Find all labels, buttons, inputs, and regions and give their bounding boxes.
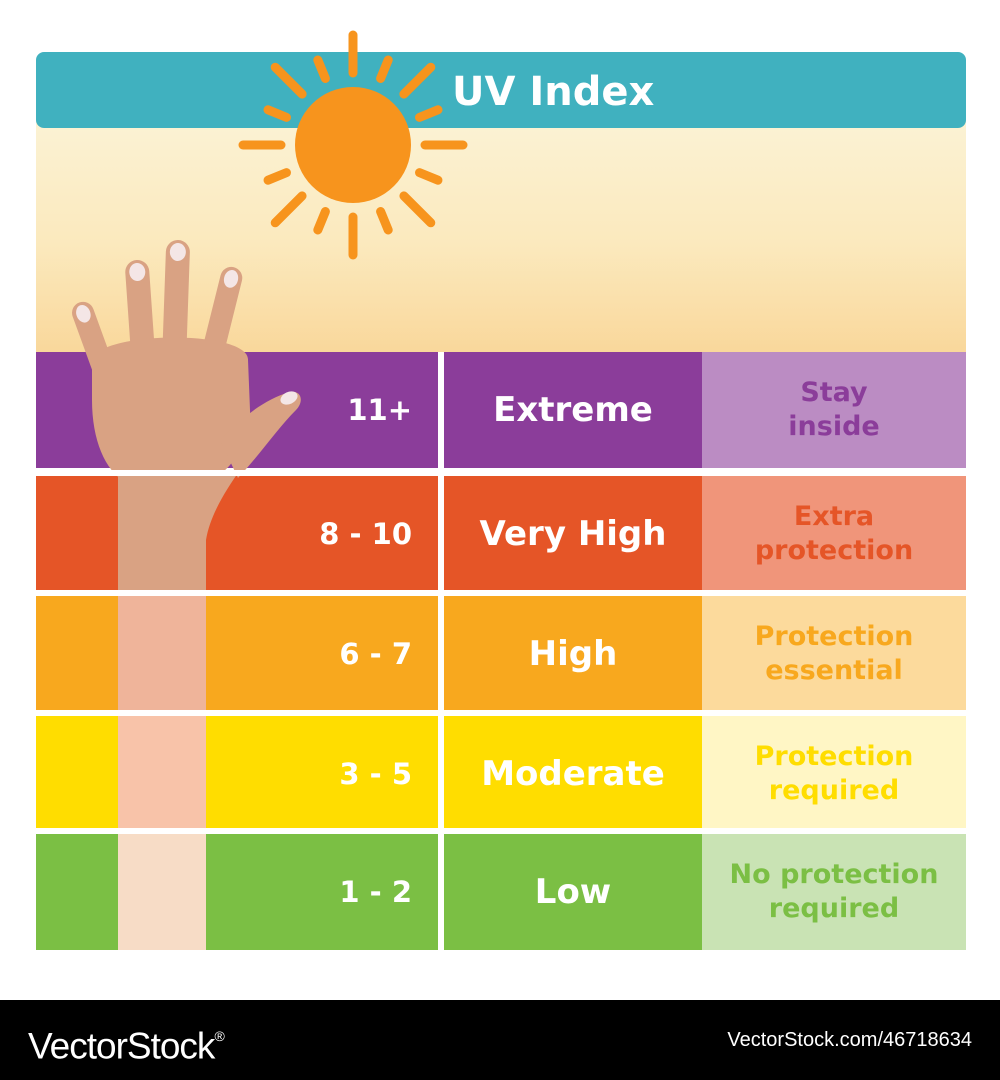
sun-ray [399, 62, 436, 99]
uv-level-cell: Moderate [444, 716, 702, 832]
uv-advice-cell: Extra protection [702, 476, 966, 592]
thumb [220, 391, 301, 478]
watermark-url: VectorStock.com/46718634 [727, 1029, 972, 1051]
forearm-segment [118, 710, 206, 834]
uv-level-cell: Extreme [444, 352, 702, 468]
fingernail [169, 242, 186, 261]
row-divider [36, 470, 966, 476]
uv-range-cell [36, 596, 438, 712]
sun-ray [263, 168, 291, 185]
uv-advice-line: Protection [754, 621, 914, 652]
uv-advice-line: Extra [793, 501, 875, 532]
brand-text: VectorStock [28, 1025, 215, 1067]
sun-ray [415, 105, 443, 122]
table-gridlines [36, 352, 966, 950]
uv-advice: No protection required [730, 858, 939, 926]
uv-advice-line: Stay [800, 377, 868, 408]
sun-ray [313, 207, 330, 235]
sun-ray [376, 55, 393, 83]
uv-advice: Stay inside [788, 376, 879, 444]
uv-advice-line: essential [765, 655, 903, 686]
sun-ray [415, 168, 443, 185]
uv-level-cell: Very High [444, 476, 702, 592]
palm [92, 337, 251, 482]
row-divider [36, 710, 966, 716]
fingernail [76, 304, 91, 323]
uv-range-cell [36, 716, 438, 832]
row-divider [36, 828, 966, 834]
illustration-layer [36, 30, 966, 950]
sun-icon [238, 30, 468, 260]
uv-level: Very High [479, 514, 667, 554]
uv-advice: Extra protection [755, 500, 913, 568]
uv-advice-cell: Protection required [702, 716, 966, 832]
uv-advice-line: No protection [729, 859, 939, 890]
hand-illustration [72, 239, 301, 482]
uv-level-cell: High [444, 596, 702, 712]
column-divider [438, 352, 444, 950]
forearm-segment [118, 590, 206, 710]
uv-level-cell: Low [444, 834, 702, 950]
uv-level: Moderate [481, 754, 665, 794]
uv-advice-line: required [768, 775, 900, 806]
row-divider [36, 590, 966, 596]
watermark-brand: VectorStock® [28, 1010, 225, 1070]
uv-advice-cell: Protection essential [702, 596, 966, 712]
page-title: UV Index [452, 69, 655, 115]
fingernail [223, 269, 239, 288]
uv-advice-line: inside [788, 411, 880, 442]
sun-ray [376, 207, 393, 235]
uv-advice-line: required [768, 893, 900, 924]
title-bar [36, 52, 966, 128]
brand-mark: ® [214, 1028, 224, 1044]
uv-level: Extreme [493, 390, 653, 430]
watermark-bar [0, 1000, 1000, 1080]
uv-range-cell [36, 476, 438, 592]
sun-ray [270, 62, 307, 99]
sun-ray [313, 55, 330, 83]
uv-advice: Protection required [755, 740, 914, 808]
sun-ray [263, 105, 291, 122]
thumbnail [280, 391, 298, 405]
arm-illustration [118, 470, 240, 950]
uv-advice-cell: No protection required [702, 834, 966, 950]
sun-ray [399, 191, 436, 228]
uv-range-cell [36, 834, 438, 950]
uv-advice-line: protection [754, 535, 914, 566]
uv-level: Low [534, 872, 612, 912]
sky-background [36, 110, 966, 355]
uv-advice: Protection essential [755, 620, 914, 688]
uv-advice-line: Protection [754, 741, 914, 772]
forearm-segment [118, 834, 206, 950]
fingernail [129, 262, 146, 281]
wrist-segment [118, 470, 240, 590]
sun-ray [270, 191, 307, 228]
sun-disc [295, 87, 411, 203]
uv-advice-cell: Stay inside [702, 352, 966, 468]
uv-level: High [528, 634, 618, 674]
